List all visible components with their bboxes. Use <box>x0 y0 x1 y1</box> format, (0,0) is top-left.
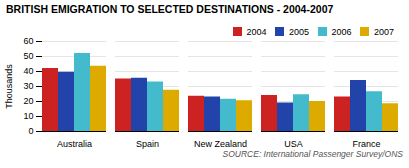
svg-text:Australia: Australia <box>57 139 92 149</box>
svg-text:0: 0 <box>28 126 33 136</box>
html-text:2005: 2005 <box>288 26 309 37</box>
html-text:SOURCE: International Passenge: SOURCE: International Passenger Survey/O… <box>222 149 403 159</box>
svg-text:10: 10 <box>23 111 33 121</box>
html-text:2006: 2006 <box>331 26 352 37</box>
html-text:BRITISH EMIGRATION TO SELECTED: BRITISH EMIGRATION TO SELECTED DESTINATI… <box>6 3 334 15</box>
svg-text:New Zealand: New Zealand <box>194 139 247 149</box>
svg-text:USA: USA <box>284 139 303 149</box>
svg-text:France: France <box>352 139 380 149</box>
html-text:2007: 2007 <box>374 26 394 37</box>
svg-text:30: 30 <box>23 81 33 91</box>
svg-text:Spain: Spain <box>136 139 159 149</box>
svg-text:60: 60 <box>23 36 33 46</box>
svg-text:50: 50 <box>23 51 33 61</box>
svg-text:Thousands: Thousands <box>4 64 14 109</box>
svg-text:20: 20 <box>23 96 33 106</box>
svg-text:40: 40 <box>23 66 33 76</box>
html-text:2004: 2004 <box>246 26 267 37</box>
